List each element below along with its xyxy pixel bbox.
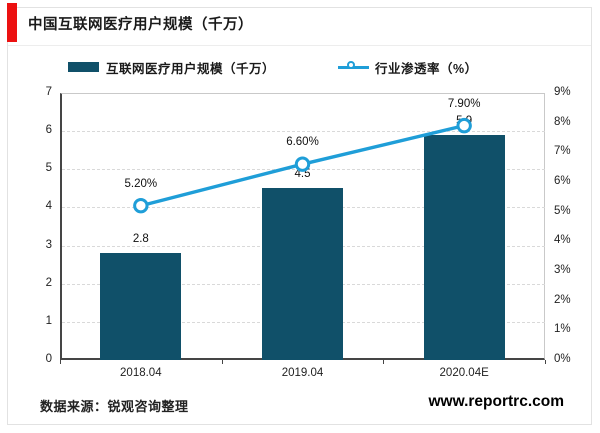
y-axis-right-tick-label: 7%: [554, 145, 571, 158]
x-axis-tick-mark: [60, 360, 61, 364]
y-axis-right-tick-label: 9%: [554, 86, 571, 98]
x-axis-tick-mark: [383, 360, 385, 364]
line-point-marker: [133, 198, 149, 214]
y-axis-right-tick-label: 0%: [554, 353, 571, 365]
y-axis-right-tick-label: 4%: [554, 234, 571, 247]
x-axis-tick-mark: [545, 360, 546, 364]
legend-label-penetration: 行业渗透率（%）: [375, 61, 478, 76]
y-axis-left-tick-label: 3: [45, 238, 52, 251]
y-axis-left-tick-label: 2: [45, 276, 52, 289]
page-border: [7, 7, 592, 425]
bar: [423, 134, 505, 360]
legend-item-penetration: 行业渗透率（%）: [338, 57, 478, 77]
y-axis-left-tick-label: 6: [45, 124, 52, 137]
legend-label-users: 互联网医疗用户规模（千万）: [106, 61, 276, 76]
line-point-marker: [456, 117, 472, 134]
page-title: 中国互联网医疗用户规模（千万）: [28, 17, 253, 33]
y-axis-right-tick-label: 3%: [554, 264, 571, 276]
x-axis-tick-mark: [221, 360, 223, 364]
bar: [262, 188, 343, 360]
y-axis-left-tick-label: 4: [45, 200, 52, 213]
x-axis-label: 2019.04: [281, 367, 324, 379]
line-series-swatch-icon: [338, 57, 369, 77]
title-accent-bar: [7, 3, 17, 42]
y-axis-right-tick-label: 1%: [554, 323, 571, 336]
title-divider: [8, 45, 591, 46]
line-value-label: 7.90%: [447, 97, 481, 110]
data-source-note: 数据来源：锐观咨询整理: [40, 399, 189, 414]
line-point-marker: [294, 156, 311, 172]
y-axis-left-tick-label: 1: [45, 314, 52, 327]
y-axis-right-tick-label: 5%: [554, 204, 571, 217]
bar-series-swatch-icon: [68, 62, 99, 72]
bar-value-label: 4.5: [294, 168, 311, 181]
line-value-label: 6.60%: [286, 136, 319, 149]
y-axis-left-tick-label: 7: [45, 86, 52, 98]
y-axis-right-tick-label: 8%: [554, 115, 571, 128]
y-axis-left-tick-label: 5: [45, 162, 52, 175]
y-axis-right-tick-label: 6%: [554, 175, 571, 187]
bar: [100, 253, 182, 360]
x-axis-label: 2020.04E: [439, 367, 489, 379]
y-axis-right-tick-label: 2%: [554, 293, 571, 306]
gridline: [62, 131, 545, 133]
y-axis-left-tick-label: 0: [45, 353, 52, 365]
x-axis-label: 2018.04: [120, 367, 162, 379]
line-value-label: 5.20%: [124, 177, 158, 190]
website-link[interactable]: www.reportrc.com: [428, 393, 564, 410]
bar-value-label: 2.8: [132, 233, 149, 246]
legend-item-users: 互联网医疗用户规模（千万）: [68, 57, 275, 77]
